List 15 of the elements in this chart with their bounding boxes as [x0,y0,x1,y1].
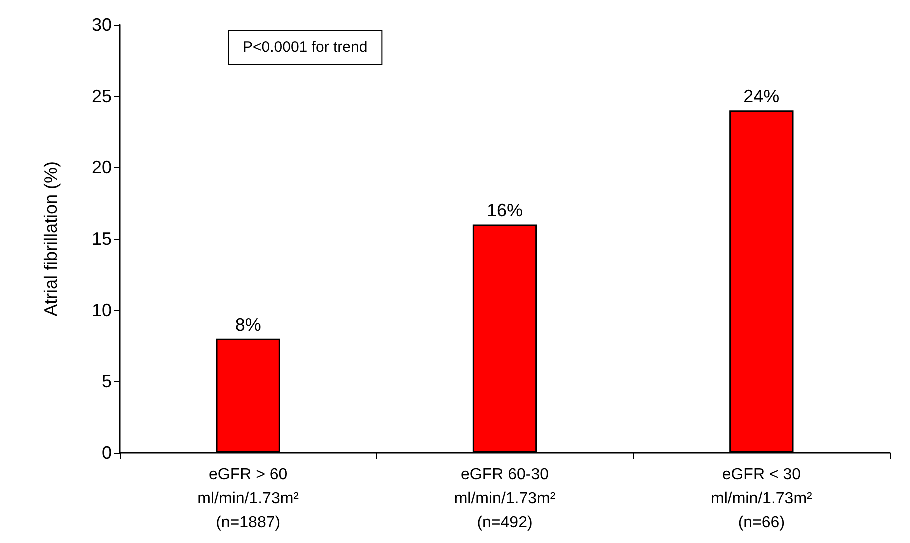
y-tick-label: 20 [92,158,112,178]
annotation: P<0.0001 for trend [243,39,368,56]
x-tick-label: eGFR < 30 ml/min/1.73m² (n=66) [710,466,814,532]
data-label: 16% [486,200,524,221]
y-axis-title: Atrial fibrillation (%) [41,161,61,317]
x-tick-label: eGFR > 60 ml/min/1.73m² (n=1887) [198,466,300,532]
x-tick-label: eGFR 60-30 ml/min/1.73m² (n=492) [454,466,556,532]
data-label: 8% [235,314,262,335]
data-label: 24% [744,86,780,107]
y-tick-label: 25 [92,86,112,106]
y-tick-label: 0 [102,443,112,463]
y-tick-label: 10 [92,300,112,320]
y-tick-label: 15 [92,229,112,249]
y-tick-label: 5 [102,372,112,392]
y-tick-label: 30 [92,15,112,35]
